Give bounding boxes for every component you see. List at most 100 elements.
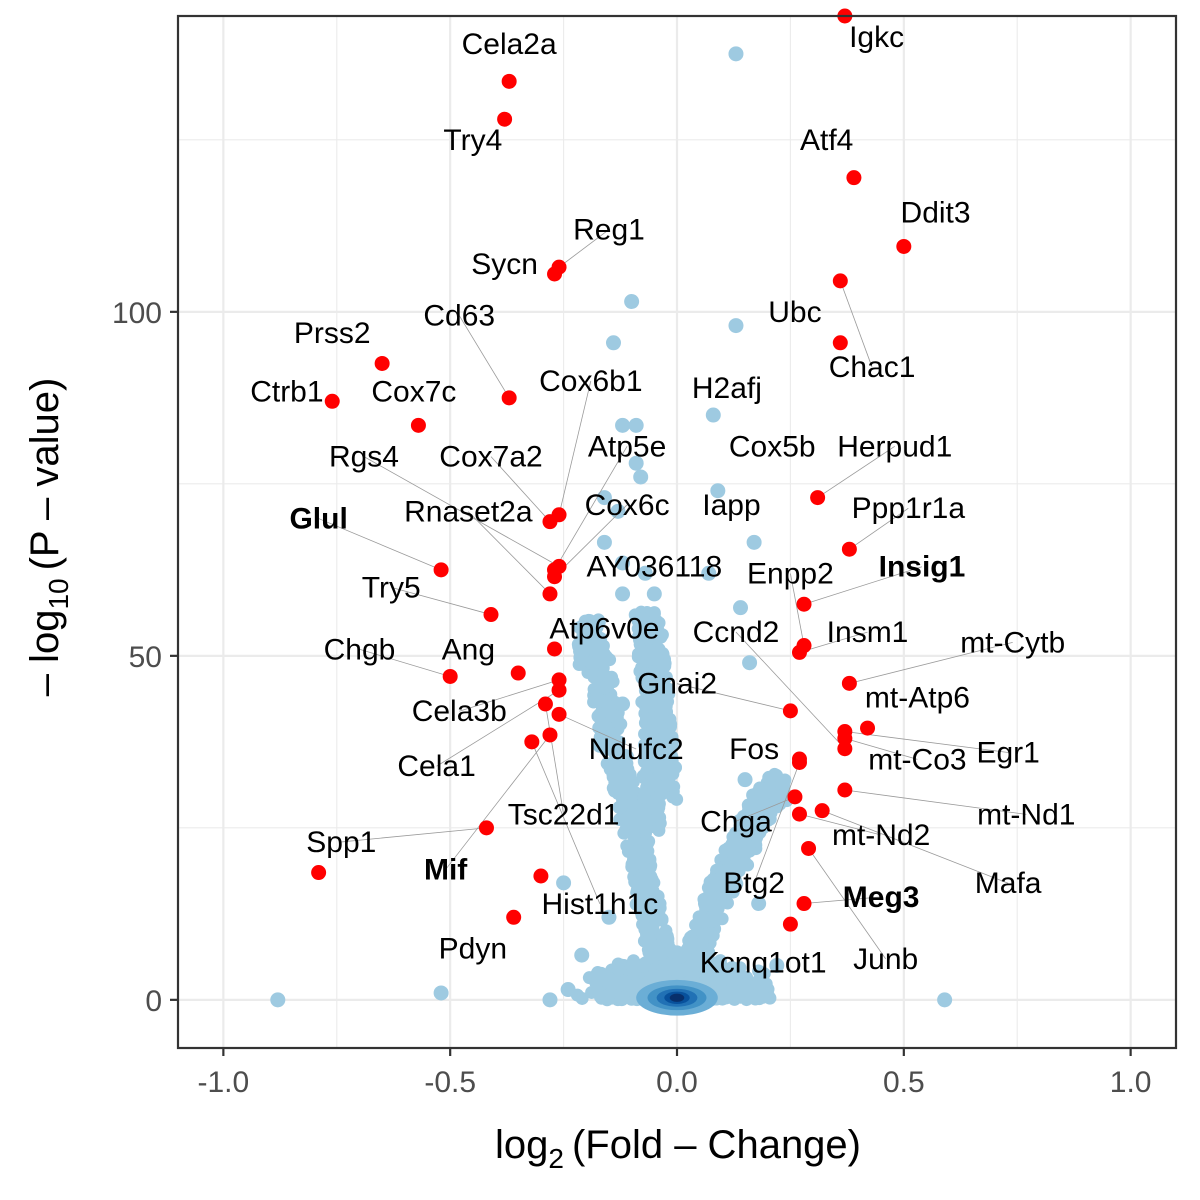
gene-label: Cela3b	[412, 695, 507, 728]
cloud-point	[705, 914, 719, 928]
significant-point	[787, 789, 803, 805]
gene-label: Gnai2	[637, 668, 717, 701]
significant-point	[547, 641, 563, 657]
leader-line	[844, 738, 918, 760]
significant-point	[791, 806, 807, 822]
background-point	[596, 534, 612, 550]
significant-point	[896, 238, 912, 254]
gene-label: Try4	[443, 124, 502, 157]
leader-line	[849, 642, 1013, 684]
cloud-point	[652, 797, 666, 811]
gene-label: Enpp2	[747, 558, 834, 591]
y-axis-title: – log10 (P – value)	[23, 378, 74, 697]
cloud-point	[726, 847, 740, 861]
gene-label: Cox6b1	[539, 365, 642, 398]
label-leader-lines	[318, 229, 1027, 960]
cloud-point	[659, 769, 673, 783]
cloud-point	[572, 658, 586, 672]
significant-point	[542, 586, 558, 602]
background-point	[751, 896, 767, 912]
background-point	[755, 785, 771, 801]
background-point	[633, 469, 649, 485]
cloud-point	[589, 977, 603, 991]
gene-label: mt-Co3	[868, 743, 966, 776]
gene-label: Ubc	[768, 296, 821, 329]
leader-line	[849, 507, 909, 550]
cloud-point	[647, 606, 661, 620]
x-axis-title: log2 (Fold – Change)	[495, 1123, 861, 1174]
background-point	[637, 816, 653, 832]
cloud-point	[648, 679, 662, 693]
cloud-point	[706, 956, 720, 970]
cloud-point	[636, 959, 650, 973]
significant-point	[832, 273, 848, 289]
gene-label: Mif	[424, 853, 468, 886]
cloud-point	[653, 810, 667, 824]
cloud-point	[753, 821, 767, 835]
significant-point	[841, 541, 857, 557]
cloud-point	[577, 631, 591, 645]
gene-label: Fos	[729, 733, 779, 766]
background-point	[270, 992, 286, 1008]
cloud-point	[642, 632, 656, 646]
background-point	[937, 992, 953, 1008]
gene-label: Cela1	[397, 750, 475, 783]
leader-line	[799, 813, 882, 836]
gene-label: Ctrb1	[250, 375, 323, 408]
gene-label: Cox5b	[729, 430, 816, 463]
significant-point	[814, 803, 830, 819]
leader-line	[799, 631, 868, 653]
gene-label: Kcnq1ot1	[700, 946, 827, 979]
cloud-point	[634, 621, 648, 635]
leader-line	[822, 810, 1009, 884]
leader-line	[558, 229, 610, 268]
gene-label: AY036118	[586, 551, 722, 584]
gene-label: Reg1	[573, 214, 645, 247]
significant-point	[547, 569, 563, 585]
leader-line	[790, 573, 805, 646]
background-point	[628, 417, 644, 433]
leader-line	[341, 827, 487, 843]
cloud-point	[762, 770, 776, 784]
gene-label: Ang	[442, 633, 495, 666]
leader-line	[359, 648, 451, 677]
leader-line	[468, 511, 551, 595]
x-tick-label: 0.5	[883, 1066, 925, 1099]
significant-point	[510, 665, 526, 681]
significant-point	[782, 703, 798, 719]
y-tick-label: 100	[112, 297, 162, 330]
y-tick-label: 50	[129, 641, 162, 674]
background-point	[628, 455, 644, 471]
background-point	[646, 586, 662, 602]
cloud-point	[645, 726, 659, 740]
significant-points	[311, 8, 912, 932]
significant-point	[533, 868, 549, 884]
leader-line	[735, 631, 846, 749]
leader-line	[545, 703, 564, 815]
cloud-point	[593, 990, 607, 1004]
leader-line	[318, 518, 442, 571]
cloud-point	[647, 968, 661, 982]
background-point	[574, 947, 590, 963]
significant-point	[374, 355, 390, 371]
cloud-point	[731, 966, 745, 980]
significant-point	[791, 644, 807, 660]
gene-label: Cox6c	[585, 489, 670, 522]
gene-label: Egr1	[976, 736, 1039, 769]
gene-label: Chga	[700, 805, 772, 838]
background-point	[705, 407, 721, 423]
cloud-point	[641, 647, 655, 661]
significant-point	[846, 170, 862, 186]
cloud-point	[655, 628, 669, 642]
cloud-point	[642, 880, 656, 894]
significant-point	[841, 675, 857, 691]
cloud-point	[721, 863, 735, 877]
cloud-point	[667, 780, 681, 794]
leader-line	[558, 713, 637, 750]
cloud-point	[655, 947, 669, 961]
significant-point	[837, 782, 853, 798]
significant-point	[524, 734, 540, 750]
gene-label: H2afj	[692, 372, 762, 405]
significant-point	[324, 393, 340, 409]
